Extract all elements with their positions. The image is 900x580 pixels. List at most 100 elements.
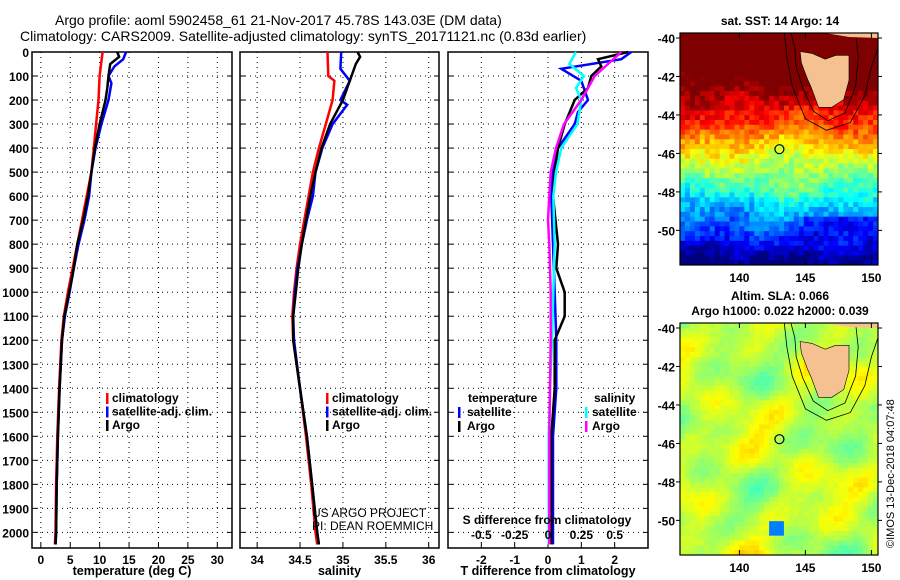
map-cell xyxy=(749,100,755,106)
map-cell xyxy=(828,342,834,348)
map-cell xyxy=(739,250,745,256)
map-cell xyxy=(759,76,765,82)
map-cell xyxy=(858,366,864,372)
map-cell xyxy=(684,76,691,82)
map-cell xyxy=(779,414,785,421)
map-cell xyxy=(838,497,844,503)
map-cell xyxy=(828,134,834,140)
map-cell xyxy=(709,95,716,102)
map-cell xyxy=(709,129,716,135)
map-cell xyxy=(759,429,765,435)
map-cell xyxy=(863,429,869,435)
map-cell xyxy=(833,231,839,237)
map-cell xyxy=(699,535,706,541)
map-cell xyxy=(749,323,755,329)
map-cell xyxy=(739,129,745,135)
map-cell xyxy=(873,139,879,145)
map-cell xyxy=(783,110,790,116)
map-cell xyxy=(744,120,750,126)
legend-swatch xyxy=(458,407,461,418)
map-cell xyxy=(873,231,879,237)
map-cell xyxy=(759,521,765,527)
map-cell xyxy=(754,57,760,63)
map-cell xyxy=(704,197,711,203)
map-cell xyxy=(729,381,735,387)
map-cell xyxy=(818,163,825,169)
map-cell xyxy=(858,371,864,377)
map-cell xyxy=(788,71,795,77)
map-cell xyxy=(694,439,701,445)
map-cell xyxy=(833,439,839,445)
map-cell xyxy=(833,260,839,266)
map-cell xyxy=(759,458,765,464)
map-cell xyxy=(838,129,844,135)
map-cell xyxy=(744,182,750,189)
map-cell xyxy=(694,33,701,39)
map-cell xyxy=(744,352,750,358)
map-cell xyxy=(873,57,879,63)
map-cell xyxy=(788,361,795,367)
map-cell xyxy=(853,236,859,242)
map-cell xyxy=(684,550,691,556)
map-cell xyxy=(729,323,735,329)
map-cell xyxy=(694,424,701,430)
map-cell xyxy=(729,149,735,155)
map-cell xyxy=(719,52,726,58)
map-cell xyxy=(739,487,745,493)
map-cell xyxy=(798,400,805,406)
map-cell xyxy=(798,501,805,508)
map-cell xyxy=(779,134,785,140)
map-cell xyxy=(684,81,691,87)
map-cell xyxy=(798,226,805,232)
map-cell xyxy=(803,337,810,343)
map-cell xyxy=(694,255,701,261)
map-cell xyxy=(680,323,686,329)
map-cell xyxy=(828,178,834,184)
map-cell xyxy=(853,173,859,179)
map-cell xyxy=(853,501,859,508)
map-cell xyxy=(724,511,730,517)
map-cell xyxy=(680,47,686,53)
map-cell xyxy=(729,366,735,372)
map-cell xyxy=(823,124,829,131)
map-cell xyxy=(714,120,721,126)
map-cell xyxy=(714,260,721,266)
map-cell xyxy=(744,468,750,474)
map-cell xyxy=(828,477,834,483)
map-cell xyxy=(873,192,879,198)
map-cell xyxy=(779,453,785,459)
map-cell xyxy=(769,458,775,464)
map-cell xyxy=(754,115,760,121)
map-cell xyxy=(689,323,696,329)
map-cell xyxy=(828,337,834,343)
map-cell xyxy=(798,260,805,266)
map-cell xyxy=(684,178,691,184)
map-cell xyxy=(680,139,686,145)
map-cell xyxy=(714,197,721,203)
map-cell xyxy=(838,120,844,126)
map-cell xyxy=(734,100,740,106)
map-cell xyxy=(848,535,854,541)
map-cell xyxy=(680,390,686,396)
map-cell xyxy=(694,434,701,440)
map-cell xyxy=(843,381,849,387)
map-cell xyxy=(694,144,701,150)
map-cell xyxy=(788,453,795,459)
map-cell xyxy=(838,472,844,479)
map-cell xyxy=(868,385,874,392)
map-cell xyxy=(754,129,760,135)
map-cell xyxy=(739,245,745,251)
map-cell xyxy=(783,477,790,483)
map-cell xyxy=(734,366,740,372)
map-cell xyxy=(833,458,839,464)
map-cell xyxy=(689,91,696,97)
map-cell xyxy=(848,487,854,493)
map-cell xyxy=(689,105,696,111)
map-cell xyxy=(744,250,750,256)
map-cell xyxy=(724,236,730,242)
map-cell xyxy=(734,81,740,87)
map-cell xyxy=(858,361,864,367)
map-cell xyxy=(863,236,869,242)
map-cell xyxy=(684,37,691,44)
map-cell xyxy=(853,482,859,488)
